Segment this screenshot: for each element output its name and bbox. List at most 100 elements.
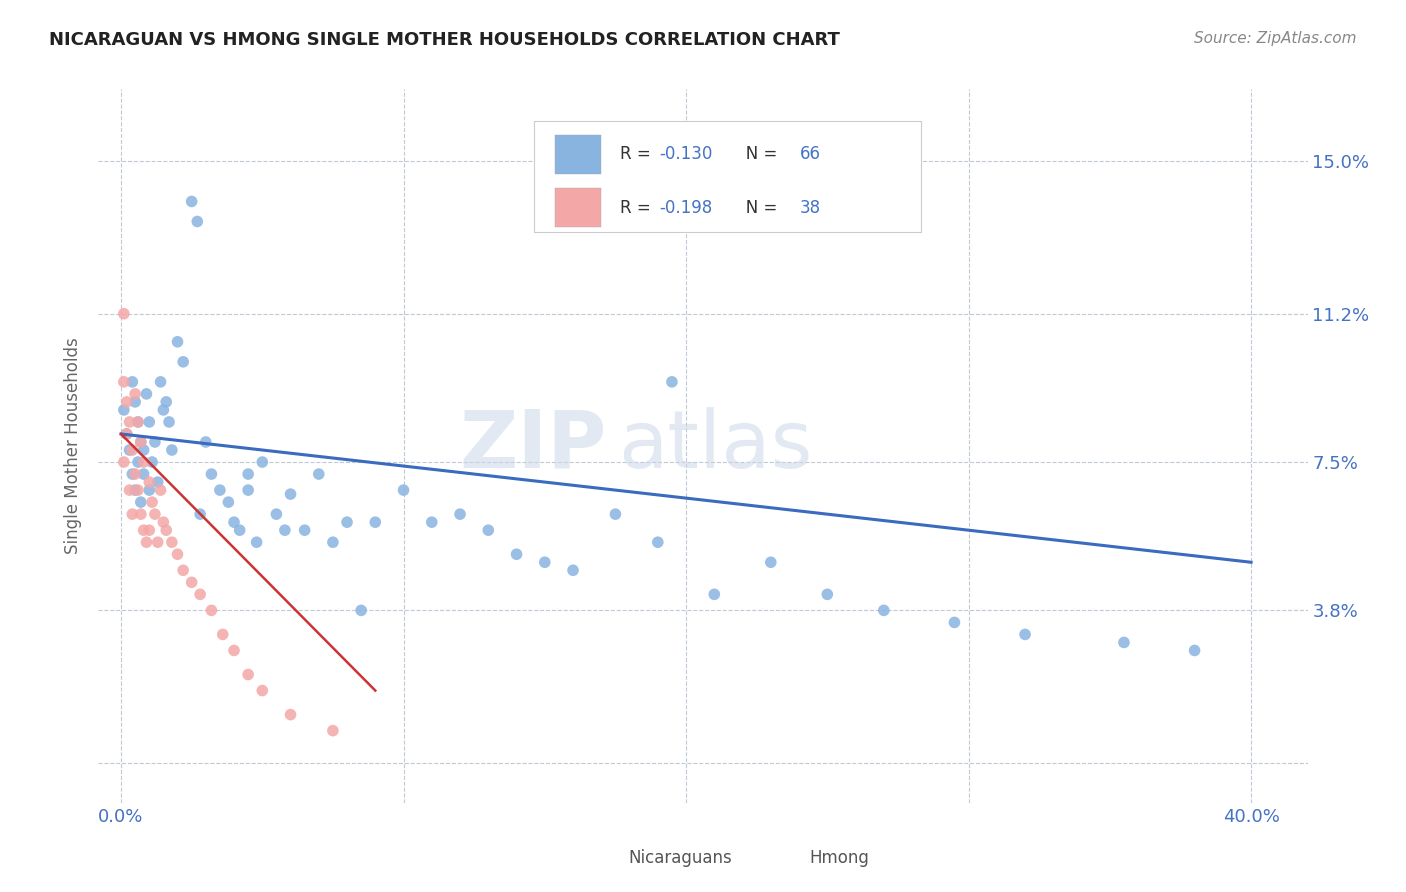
Point xyxy=(141,495,163,509)
Point xyxy=(138,483,160,497)
Point xyxy=(124,467,146,481)
Point xyxy=(118,483,141,497)
Point xyxy=(124,483,146,497)
Y-axis label: Single Mother Households: Single Mother Households xyxy=(65,338,83,554)
Point xyxy=(943,615,966,630)
Point xyxy=(647,535,669,549)
Point xyxy=(449,507,471,521)
Point xyxy=(280,707,302,722)
Point xyxy=(562,563,585,577)
Point xyxy=(194,435,217,450)
Point xyxy=(208,483,231,497)
Point xyxy=(124,395,146,409)
Point xyxy=(211,627,233,641)
Point xyxy=(703,587,725,601)
Point xyxy=(157,415,180,429)
Text: R =: R = xyxy=(620,199,655,217)
Point xyxy=(146,475,169,489)
Point xyxy=(280,487,302,501)
Point xyxy=(246,535,269,549)
Point xyxy=(222,643,245,657)
Point xyxy=(129,507,152,521)
Point xyxy=(200,467,222,481)
Point xyxy=(188,507,211,521)
Point xyxy=(115,427,138,442)
Text: R =: R = xyxy=(620,145,655,163)
Point xyxy=(266,507,288,521)
Text: Source: ZipAtlas.com: Source: ZipAtlas.com xyxy=(1194,31,1357,46)
Point xyxy=(146,535,169,549)
Point xyxy=(141,455,163,469)
Text: 66: 66 xyxy=(800,145,821,163)
Point xyxy=(605,507,627,521)
Point xyxy=(228,523,250,537)
Point xyxy=(115,395,138,409)
Point xyxy=(505,547,527,561)
Point xyxy=(129,495,152,509)
Point xyxy=(135,387,157,401)
Text: atlas: atlas xyxy=(619,407,813,485)
Point xyxy=(121,467,143,481)
Point xyxy=(200,603,222,617)
Point xyxy=(112,375,135,389)
Point xyxy=(149,375,172,389)
Point xyxy=(115,427,138,442)
Point xyxy=(274,523,297,537)
Bar xyxy=(534,121,921,232)
Point xyxy=(160,535,183,549)
Point xyxy=(236,667,259,681)
Point xyxy=(127,415,149,429)
Point xyxy=(1184,643,1206,657)
Point xyxy=(135,535,157,549)
Point xyxy=(152,403,174,417)
Text: Nicaraguans: Nicaraguans xyxy=(628,849,731,867)
Point xyxy=(172,563,194,577)
Point xyxy=(294,523,316,537)
Bar xyxy=(555,188,602,227)
Point xyxy=(143,507,166,521)
Point xyxy=(1112,635,1135,649)
Point xyxy=(336,515,359,529)
Point xyxy=(129,435,152,450)
Point xyxy=(350,603,373,617)
Point xyxy=(155,395,177,409)
Point xyxy=(127,415,149,429)
Point xyxy=(420,515,443,529)
Point xyxy=(236,483,259,497)
Point xyxy=(149,483,172,497)
Text: NICARAGUAN VS HMONG SINGLE MOTHER HOUSEHOLDS CORRELATION CHART: NICARAGUAN VS HMONG SINGLE MOTHER HOUSEH… xyxy=(49,31,841,49)
Point xyxy=(112,307,135,321)
Bar xyxy=(592,847,621,869)
Point xyxy=(180,575,202,590)
Point xyxy=(180,194,202,209)
Point xyxy=(152,515,174,529)
Point xyxy=(477,523,499,537)
Point xyxy=(124,387,146,401)
Text: -0.198: -0.198 xyxy=(659,199,713,217)
Point xyxy=(127,455,149,469)
Point xyxy=(127,483,149,497)
Point xyxy=(308,467,330,481)
Point xyxy=(138,475,160,489)
Point xyxy=(661,375,683,389)
Point xyxy=(759,555,782,569)
Point xyxy=(222,515,245,529)
Point xyxy=(112,403,135,417)
Point xyxy=(252,683,274,698)
Point xyxy=(132,442,155,457)
Point xyxy=(118,442,141,457)
Text: -0.130: -0.130 xyxy=(659,145,713,163)
Point xyxy=(155,523,177,537)
Text: N =: N = xyxy=(730,145,782,163)
Point xyxy=(236,467,259,481)
Point xyxy=(252,455,274,469)
Point xyxy=(186,214,208,228)
Point xyxy=(322,535,344,549)
Point xyxy=(132,455,155,469)
Point xyxy=(322,723,344,738)
Point xyxy=(815,587,838,601)
Point xyxy=(121,442,143,457)
Point xyxy=(364,515,387,529)
Point xyxy=(533,555,555,569)
Point xyxy=(160,442,183,457)
